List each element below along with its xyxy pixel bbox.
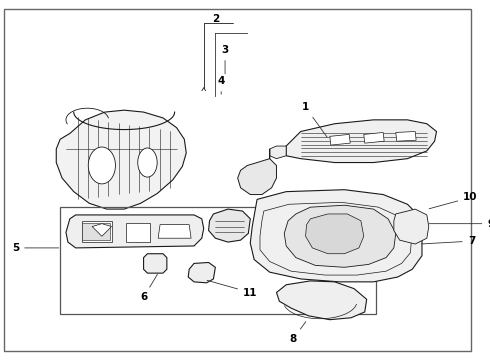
Polygon shape <box>396 131 416 141</box>
Ellipse shape <box>138 148 157 177</box>
Polygon shape <box>66 215 204 248</box>
Polygon shape <box>276 281 367 320</box>
Ellipse shape <box>88 147 116 184</box>
Polygon shape <box>306 214 364 254</box>
Text: 3: 3 <box>221 45 229 74</box>
Text: 6: 6 <box>140 274 157 302</box>
Polygon shape <box>126 223 150 242</box>
Polygon shape <box>364 132 384 143</box>
Text: 1: 1 <box>302 102 327 137</box>
Text: 11: 11 <box>207 280 258 297</box>
Polygon shape <box>330 134 350 145</box>
Polygon shape <box>286 120 437 162</box>
Polygon shape <box>284 205 396 267</box>
Polygon shape <box>82 223 110 240</box>
Text: 9: 9 <box>429 219 490 229</box>
Text: 10: 10 <box>429 193 478 209</box>
Polygon shape <box>158 225 191 238</box>
Polygon shape <box>144 254 167 273</box>
Polygon shape <box>250 190 422 282</box>
Text: 5: 5 <box>12 243 59 253</box>
Text: 7: 7 <box>421 236 475 246</box>
Polygon shape <box>188 262 216 283</box>
Polygon shape <box>56 110 186 209</box>
Polygon shape <box>238 149 276 194</box>
Polygon shape <box>82 221 112 242</box>
Text: 2: 2 <box>212 14 219 24</box>
Polygon shape <box>394 209 429 244</box>
Text: 8: 8 <box>289 322 306 344</box>
Polygon shape <box>270 146 286 159</box>
Text: 4: 4 <box>218 76 225 94</box>
Polygon shape <box>92 224 112 236</box>
Polygon shape <box>209 209 250 242</box>
